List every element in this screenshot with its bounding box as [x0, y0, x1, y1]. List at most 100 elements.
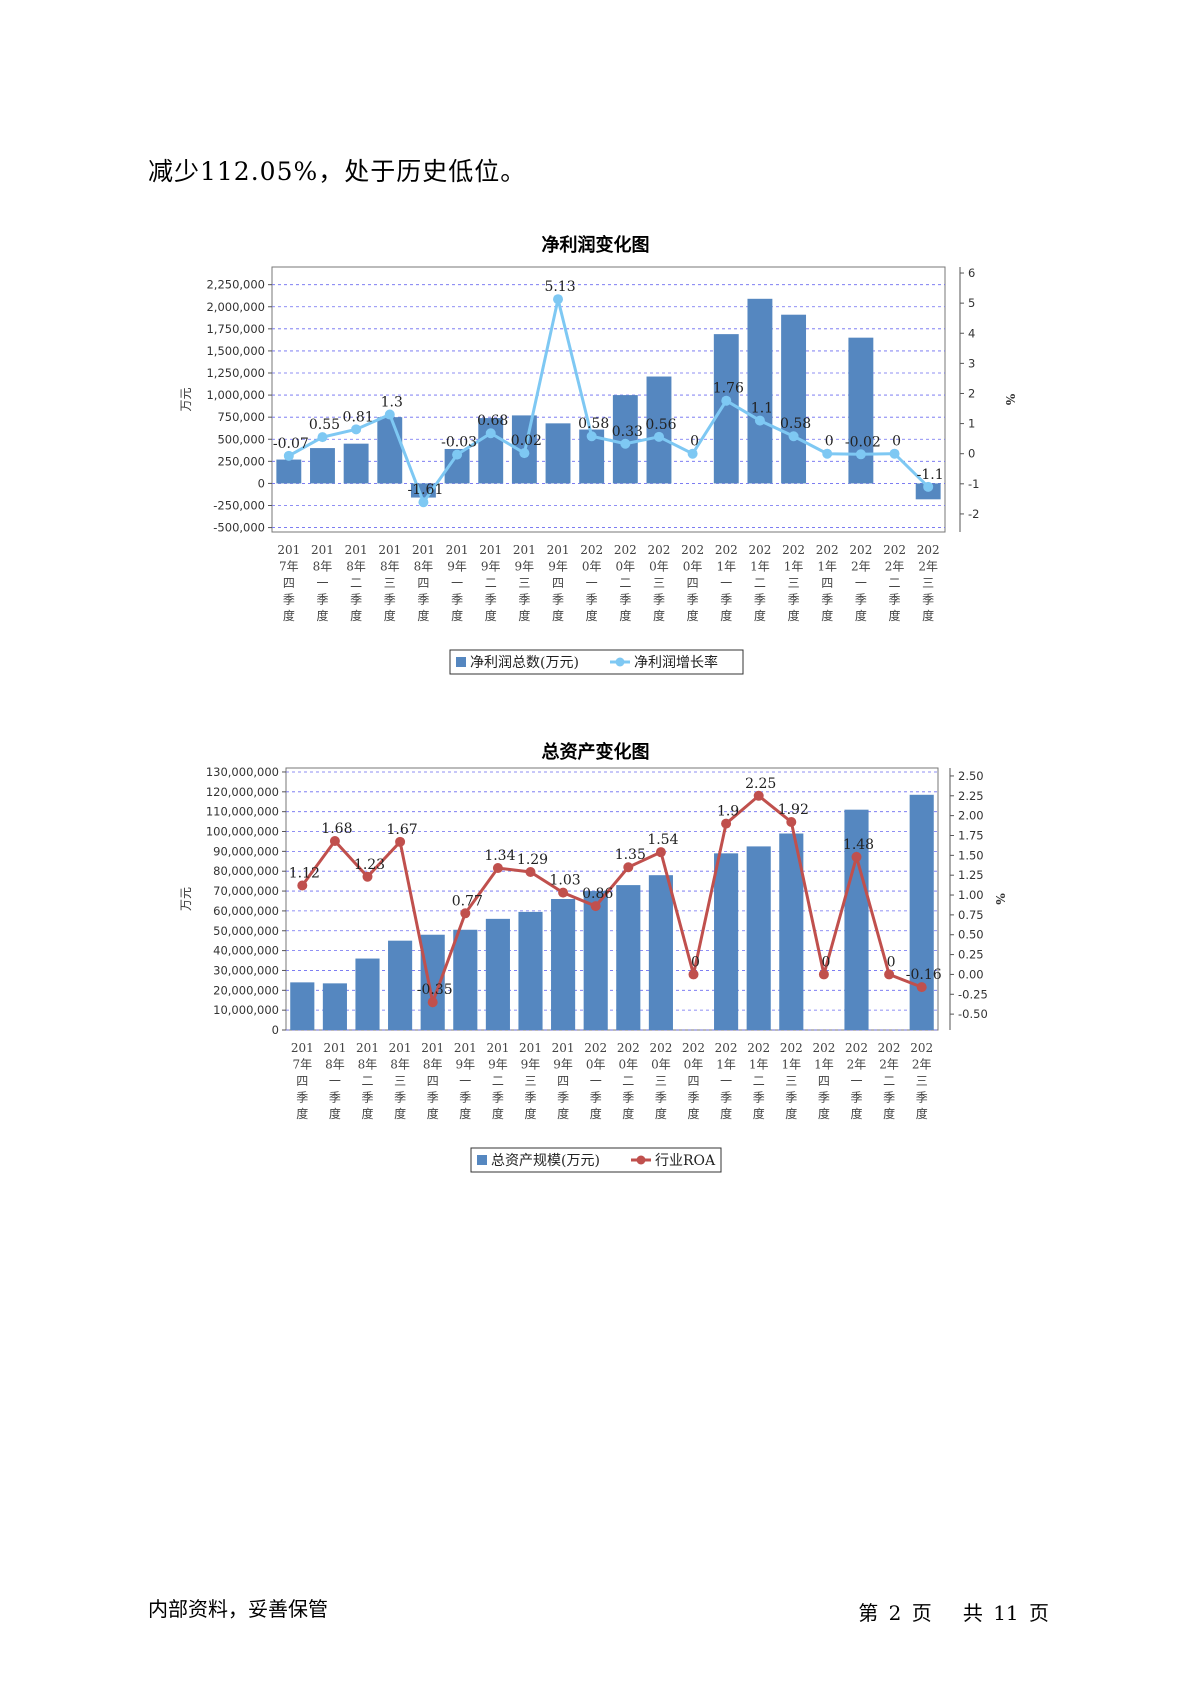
line-point	[329, 836, 340, 847]
y2-tick-label: 2.25	[958, 789, 984, 803]
bar	[713, 334, 739, 484]
line-point	[786, 816, 797, 827]
data-label: 1.48	[843, 837, 874, 853]
y-tick-label: -250,000	[213, 499, 265, 513]
line-point	[721, 395, 732, 406]
y2-tick-label: 0.75	[958, 908, 984, 922]
y-tick-label: 70,000,000	[213, 884, 279, 898]
y2-tick-label: 0.25	[958, 948, 984, 962]
line-point	[851, 851, 862, 862]
bar	[485, 918, 510, 1030]
x-tick-label: 202 0年一季度	[580, 543, 603, 623]
y-tick-label: 30,000,000	[213, 963, 279, 977]
data-label: 1.29	[517, 852, 548, 868]
data-label: -1.61	[407, 482, 443, 498]
data-label: 1.9	[717, 804, 739, 820]
data-label: 0.58	[780, 416, 811, 432]
data-label: 1.34	[484, 848, 515, 864]
x-tick-label: 202 1年二季度	[748, 543, 771, 623]
bar	[343, 443, 369, 484]
line-point	[418, 497, 429, 508]
footer-page-number: 第 2 页 共 11 页	[858, 1597, 1049, 1626]
y-tick-label: 60,000,000	[213, 904, 279, 918]
data-label: 1.23	[354, 857, 385, 873]
y-tick-label: 2,000,000	[206, 300, 265, 314]
chart2-title: 总资产变化图	[541, 742, 650, 763]
bar	[276, 459, 302, 484]
x-tick-label: 202 1年一季度	[715, 1041, 738, 1121]
bar	[746, 846, 771, 1030]
bar	[518, 911, 543, 1030]
legend-swatch-bar	[477, 1155, 487, 1165]
data-label: 1.03	[550, 873, 581, 889]
footer-page-prefix: 第	[858, 1601, 879, 1625]
x-tick-label: 202 0年一季度	[584, 1041, 607, 1121]
data-label: 1.54	[647, 832, 678, 848]
y2-tick-label: 2.00	[958, 809, 984, 823]
chart1-title: 净利润变化图	[541, 235, 650, 256]
x-tick-label: 201 8年四季度	[421, 1041, 444, 1121]
y-tick-label: 130,000,000	[206, 765, 279, 779]
data-label: 0	[887, 954, 896, 970]
y-tick-label: 2,250,000	[206, 278, 265, 292]
x-tick-label: 201 9年三季度	[519, 1041, 542, 1121]
line-point	[889, 448, 900, 459]
x-tick-label: 202 1年四季度	[816, 543, 839, 623]
footer-page-no: 2	[888, 1601, 902, 1625]
line-point	[553, 294, 564, 305]
bar	[616, 885, 641, 1030]
bar	[453, 929, 478, 1030]
x-tick-label: 201 9年三季度	[513, 543, 536, 623]
x-tick-label: 202 0年二季度	[617, 1041, 640, 1121]
x-tick-label: 202 0年三季度	[648, 543, 671, 623]
data-label: 1.68	[321, 821, 352, 837]
bar	[844, 809, 869, 1030]
data-label: 0.55	[309, 417, 340, 433]
line-point	[818, 969, 829, 980]
data-label: 0.02	[511, 433, 542, 449]
line-point	[623, 862, 634, 873]
y2-tick-label: 0	[968, 447, 975, 461]
y2-tick-label: 2	[968, 386, 975, 400]
line-point	[460, 908, 471, 919]
data-label: 0	[825, 434, 834, 450]
line-point	[519, 448, 530, 459]
y-tick-label: 50,000,000	[213, 924, 279, 938]
y2-tick-label: 5	[968, 296, 975, 310]
x-tick-label: 202 0年四季度	[682, 1041, 705, 1121]
footer-page-suffix: 页	[1029, 1601, 1049, 1625]
y2-tick-label: 6	[968, 266, 975, 280]
x-tick-label: 202 2年一季度	[849, 543, 872, 623]
legend-swatch-dot	[615, 657, 625, 667]
data-label: 0.86	[582, 886, 613, 902]
legend-swatch-bar	[456, 657, 466, 667]
line-point	[317, 432, 328, 443]
bar	[290, 982, 315, 1030]
line-point	[884, 969, 895, 980]
bar	[909, 794, 934, 1030]
series-line	[288, 298, 930, 506]
line-point	[492, 863, 503, 874]
plot-area	[271, 266, 946, 533]
y-tick-label: 0	[272, 1023, 279, 1037]
line-point	[688, 969, 699, 980]
legend-label-line: 行业ROA	[655, 1153, 716, 1169]
data-label: 0.58	[578, 416, 609, 432]
data-label: -0.07	[273, 436, 309, 452]
data-label: 1.35	[615, 847, 646, 863]
data-label: 0	[690, 434, 699, 450]
line-point	[923, 481, 934, 492]
bar	[747, 298, 773, 484]
x-tick-label: 201 9年二季度	[479, 543, 502, 623]
x-tick-label: 202 0年三季度	[649, 1041, 672, 1121]
x-tick-label: 201 7年四季度	[277, 543, 300, 623]
line-point	[485, 428, 496, 439]
line-point	[395, 836, 406, 847]
x-tick-label: 201 9年四季度	[552, 1041, 575, 1121]
legend-box	[449, 649, 744, 675]
legend-box	[470, 1147, 722, 1173]
line-point	[384, 409, 395, 420]
y-tick-label: 500,000	[217, 432, 265, 446]
y2-tick-label: 4	[968, 326, 975, 340]
data-label: -0.03	[441, 435, 477, 451]
